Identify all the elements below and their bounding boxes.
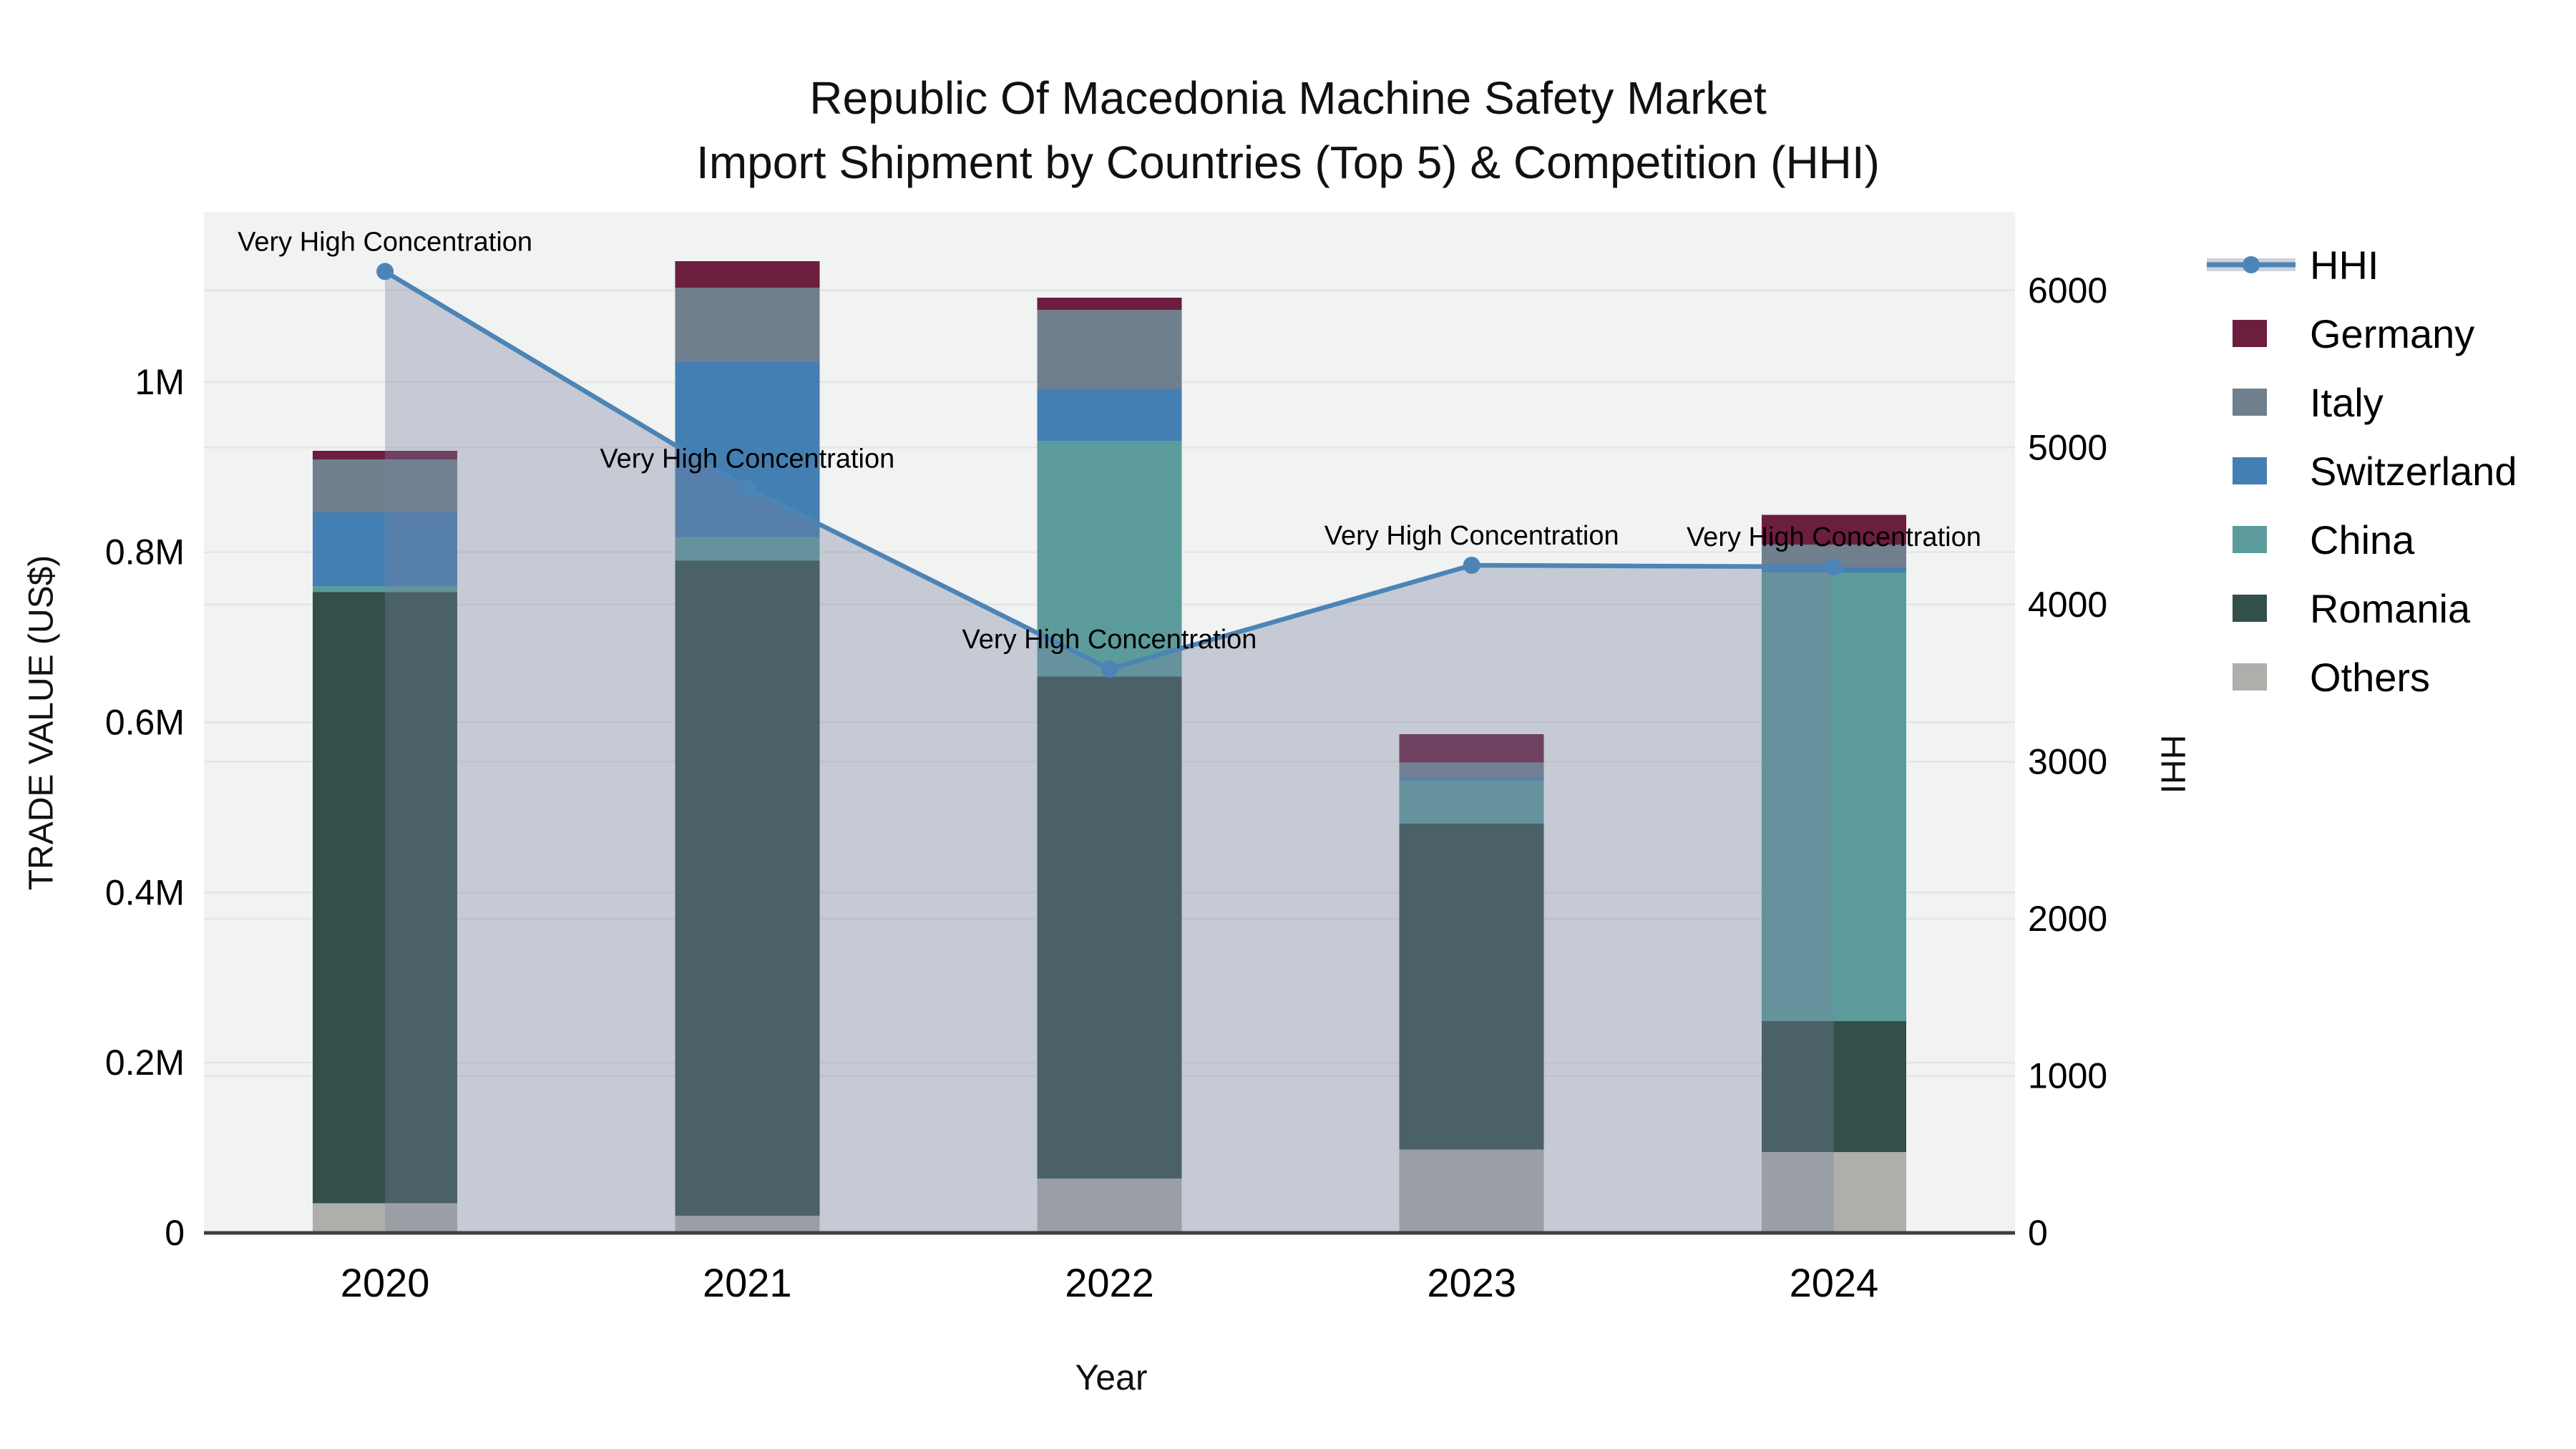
bar-segment-germany-2023 — [1399, 734, 1544, 763]
bar-segment-china-2024 — [1761, 572, 1906, 1021]
bar-segment-others-2023 — [1399, 1149, 1544, 1233]
legend-swatch-china — [2207, 522, 2296, 557]
bar-segment-switzerland-2023 — [1399, 777, 1544, 781]
y-right-tick-label: 2000 — [2028, 899, 2107, 939]
y-right-tick-label: 5000 — [2028, 427, 2107, 467]
y-left-tick-label: 0.4M — [105, 872, 185, 912]
y-left-tick-label: 0.2M — [105, 1043, 185, 1083]
legend-label: Others — [2310, 654, 2431, 700]
hhi-annotation-2023: Very High Concentration — [1324, 521, 1619, 551]
bar-segment-romania-2024 — [1761, 1020, 1906, 1153]
bar-segment-italy-2023 — [1399, 762, 1544, 778]
hhi-annotation-2022: Very High Concentration — [962, 625, 1257, 655]
legend-item-switzerland[interactable]: Switzerland — [2207, 436, 2517, 505]
bar-segment-china-2021 — [675, 537, 820, 561]
legend-item-hhi[interactable]: HHI — [2207, 230, 2517, 299]
x-tick-label-2021: 2021 — [703, 1260, 792, 1305]
bar-segment-germany-2021 — [675, 260, 820, 288]
legend-item-others[interactable]: Others — [2207, 643, 2517, 711]
x-tick-label-2023: 2023 — [1427, 1260, 1516, 1305]
bar-segment-china-2020 — [313, 586, 458, 592]
x-tick-label-2022: 2022 — [1065, 1260, 1154, 1305]
legend-line-marker-glyph — [2207, 248, 2296, 282]
y-left-tick-label: 0.6M — [105, 703, 185, 743]
legend-label: Romania — [2310, 585, 2471, 631]
chart-title-line2: Import Shipment by Countries (Top 5) & C… — [696, 137, 1880, 188]
y-right-tick-label: 0 — [2028, 1213, 2048, 1253]
hhi-annotation-2021: Very High Concentration — [600, 444, 894, 474]
y-left-tick-label: 0.8M — [105, 532, 185, 572]
bar-segment-italy-2021 — [675, 287, 820, 362]
y-axis-title-left: TRADE VALUE (US$) — [22, 555, 61, 891]
legend-swatch-others — [2207, 660, 2296, 694]
hhi-marker-2023 — [1463, 556, 1480, 574]
x-tick-label-2020: 2020 — [341, 1260, 430, 1305]
bar-segment-romania-2022 — [1037, 676, 1182, 1179]
legend-item-china[interactable]: China — [2207, 505, 2517, 574]
hhi-annotation-2024: Very High Concentration — [1687, 522, 1981, 552]
x-axis-title: Year — [1075, 1357, 1148, 1397]
y-axis-title-right: HHI — [2153, 734, 2192, 794]
y-right-tick-label: 4000 — [2028, 585, 2107, 625]
y-left-tick-label: 0 — [165, 1213, 185, 1253]
chart-title-line1: Republic Of Macedonia Machine Safety Mar… — [809, 72, 1767, 124]
legend: HHI Germany Italy Switzerland China Romania Ot… — [2207, 230, 2517, 711]
legend-item-germany[interactable]: Germany — [2207, 299, 2517, 368]
legend-label: HHI — [2310, 242, 2379, 288]
hhi-annotation-2020: Very High Concentration — [238, 227, 532, 257]
legend-label: China — [2310, 517, 2415, 562]
hhi-marker-2021 — [738, 479, 756, 497]
hhi-marker-2020 — [376, 263, 394, 280]
bar-segment-germany-2022 — [1037, 298, 1182, 310]
x-tick-label-2024: 2024 — [1790, 1260, 1879, 1305]
bar-segment-romania-2020 — [313, 592, 458, 1204]
hhi-marker-2022 — [1101, 660, 1118, 678]
y-right-tick-label: 3000 — [2028, 741, 2107, 781]
bar-segment-italy-2022 — [1037, 309, 1182, 389]
bar-segment-switzerland-2022 — [1037, 389, 1182, 441]
legend-item-romania[interactable]: Romania — [2207, 574, 2517, 643]
hhi-marker-2024 — [1825, 558, 1843, 576]
legend-label: Switzerland — [2310, 448, 2517, 494]
hhi-area-fill — [385, 271, 1834, 1234]
bar-segment-germany-2020 — [313, 451, 458, 460]
chart-title: Republic Of Macedonia Machine Safety Mar… — [0, 66, 2576, 195]
bar-segment-others-2020 — [313, 1203, 458, 1233]
legend-item-italy[interactable]: Italy — [2207, 368, 2517, 436]
y-left-tick-label: 1M — [135, 362, 185, 402]
legend-swatch-italy — [2207, 385, 2296, 419]
y-right-tick-label: 1000 — [2028, 1055, 2107, 1096]
bar-segment-china-2022 — [1037, 440, 1182, 677]
legend-swatch-switzerland — [2207, 454, 2296, 488]
legend-swatch-germany — [2207, 316, 2296, 351]
legend-swatch-romania — [2207, 591, 2296, 625]
bar-segment-others-2022 — [1037, 1178, 1182, 1233]
legend-label: Germany — [2310, 311, 2475, 356]
bar-segment-others-2024 — [1761, 1152, 1906, 1233]
bar-segment-germany-2024 — [1761, 514, 1906, 545]
bar-segment-italy-2020 — [313, 459, 458, 512]
bar-segment-switzerland-2021 — [675, 361, 820, 537]
y-right-tick-label: 6000 — [2028, 270, 2107, 311]
bar-segment-switzerland-2020 — [313, 512, 458, 587]
bar-segment-others-2021 — [675, 1216, 820, 1233]
bar-segment-romania-2023 — [1399, 824, 1544, 1150]
legend-label: Italy — [2310, 379, 2384, 425]
bar-segment-china-2023 — [1399, 780, 1544, 824]
bar-segment-romania-2021 — [675, 560, 820, 1216]
